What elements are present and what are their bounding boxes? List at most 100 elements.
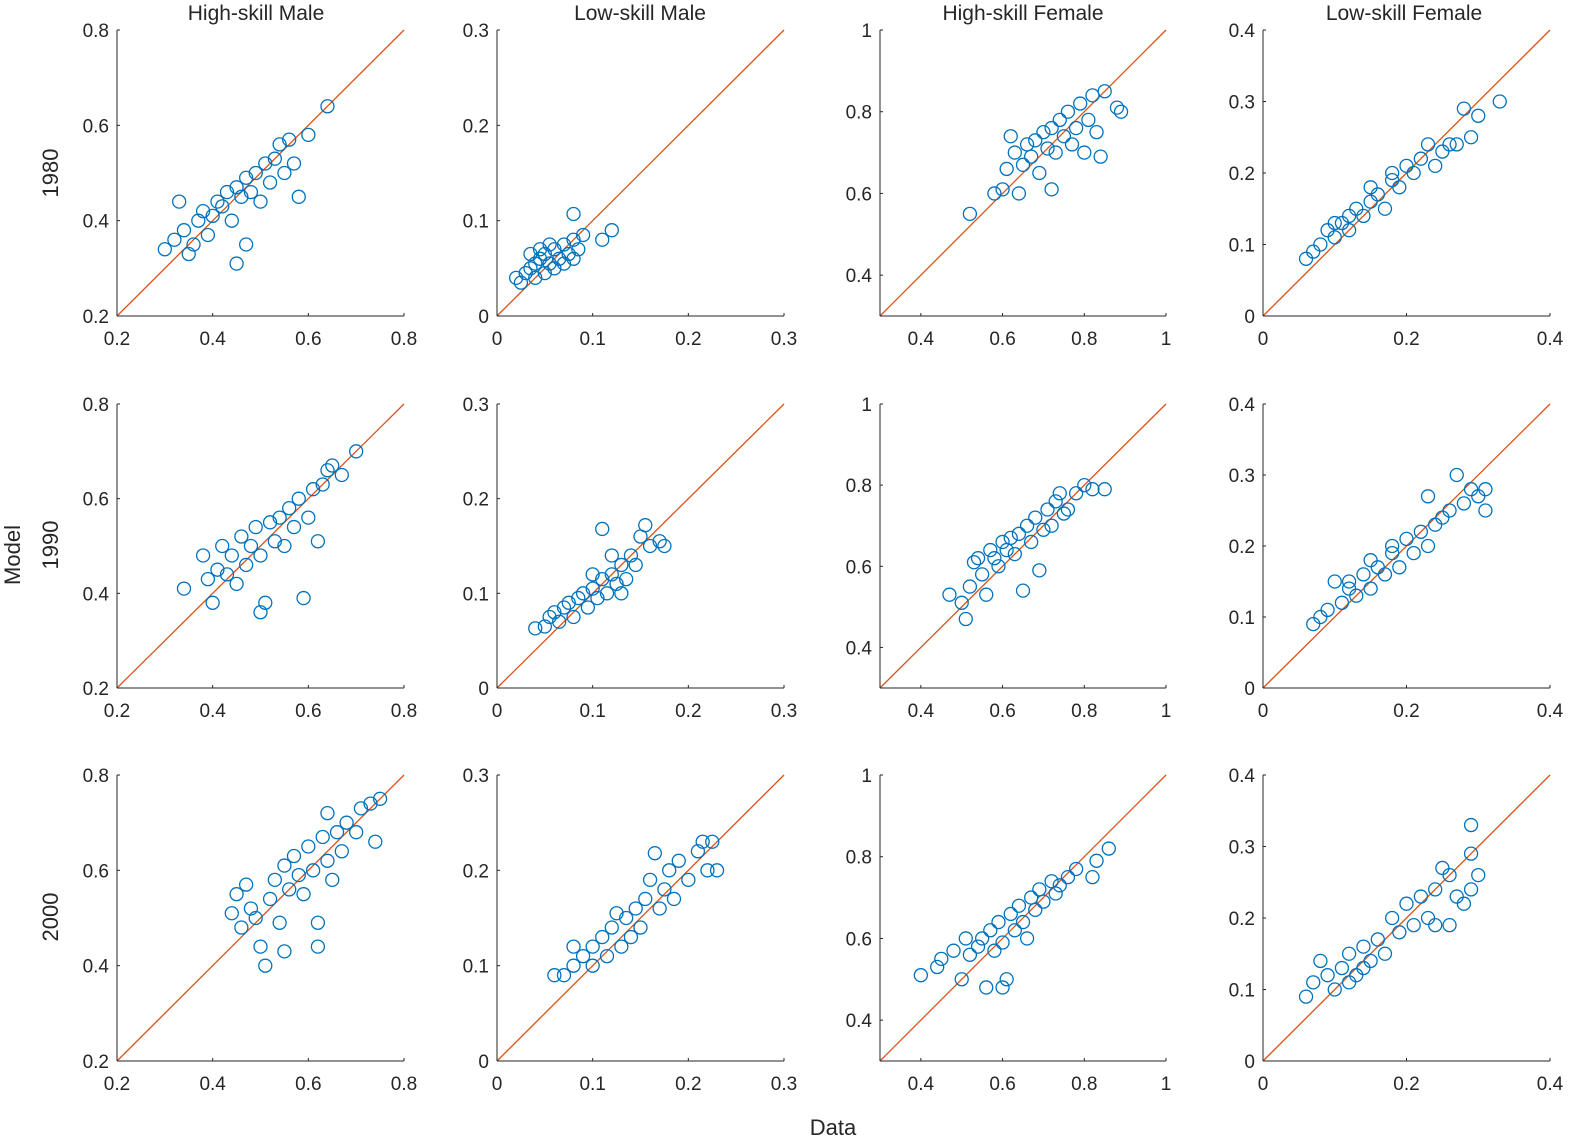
panel-2000-c2-point xyxy=(633,920,648,935)
panel-1980-c1-point xyxy=(248,165,263,181)
panel-1990-c2-y-tick-label: 0.2 xyxy=(463,490,489,511)
panel-2000-c2-point xyxy=(585,958,600,973)
panel-2000-c1-point xyxy=(272,915,287,930)
panel-1990-c1-point xyxy=(267,534,283,549)
panel-2000-c3-point xyxy=(958,931,973,946)
panel-2000-c2-point xyxy=(700,863,715,878)
panel-1980-c2-point xyxy=(566,206,581,222)
panel-1990-c1-point xyxy=(272,510,287,525)
panel-1980-c3-point xyxy=(1085,88,1100,103)
panel-1990-c3-point xyxy=(1048,494,1063,509)
panel-2000-c1-point xyxy=(258,958,273,973)
panel-1980-c2-point xyxy=(556,256,572,271)
panel-1980-c2-point xyxy=(537,265,552,281)
panel-1990-c4-point xyxy=(1399,531,1414,547)
panel-2000-c4-point xyxy=(1420,910,1436,926)
panel-2000-c1-point xyxy=(305,863,321,878)
panel-1990-c1-point xyxy=(334,467,349,483)
panel-2000-c2-point xyxy=(638,891,653,907)
panel-1990-c4-point xyxy=(1428,517,1443,532)
panel-2000-c1-point xyxy=(253,939,268,954)
panel-1980-c4-point xyxy=(1385,165,1400,181)
panel-2000-c2: 0 0.1 0.2 0.3 0 0.1 0.2 0.3 xyxy=(463,766,798,1095)
panel-2000-c4-point xyxy=(1463,817,1479,833)
panel-1980-c3-point xyxy=(995,182,1010,197)
panel-2000-c2-point xyxy=(556,968,572,983)
panel-2000-c1-point xyxy=(224,906,239,921)
panel-1980-c3-x-tick-label: 1 xyxy=(1161,329,1172,350)
panel-1980-c1-point xyxy=(200,227,216,243)
panel-2000-c3-y-tick-label: 1 xyxy=(861,766,872,787)
panel-2000-c1-point xyxy=(320,853,335,868)
panel-2000-c2-point xyxy=(599,948,615,964)
x-axis-label: Data xyxy=(810,1115,857,1140)
panel-1980-c3-reference-line xyxy=(879,29,1167,317)
panel-1990-c2-point xyxy=(566,609,581,625)
panel-1980-c2-y-tick-label: 0.2 xyxy=(463,116,489,137)
panel-2000-c4-point xyxy=(1463,882,1479,897)
panel-2000-c4-point xyxy=(1313,953,1328,969)
panel-1980-c2-point xyxy=(523,246,538,262)
panel-1980-c2-point xyxy=(556,237,572,252)
panel-1980-c4-point xyxy=(1327,215,1342,231)
panel-1990-c4-point xyxy=(1363,581,1378,596)
panel-1980-c4-point xyxy=(1341,208,1357,224)
panel-1990-c3-point xyxy=(942,587,957,602)
panel-1980-c3-point xyxy=(1048,145,1063,160)
panel-2000-c2-point xyxy=(657,882,672,897)
panel-2000-c3-y-tick-label: 0.8 xyxy=(846,848,872,869)
panel-2000-c2-x-tick-label: 0.3 xyxy=(771,1074,797,1095)
panel-1980-c4-y-tick-label: 0 xyxy=(1244,307,1255,328)
panel-2000-c3-point xyxy=(970,939,986,954)
panel-1990-c4-y-tick-label: 0.1 xyxy=(1229,608,1255,629)
panel-1990-c4-point xyxy=(1341,574,1357,589)
panel-2000-c1-point xyxy=(301,839,316,854)
panel-2000-c4-y-tick-label: 0 xyxy=(1244,1052,1255,1073)
panel-1980-c3-point xyxy=(1007,145,1022,160)
panel-2000-c3-point xyxy=(930,959,945,975)
panel-1980-c2-point xyxy=(561,246,576,262)
panel-2000-c2-point xyxy=(652,901,667,916)
panel-1980-c2-point xyxy=(547,261,562,276)
panel-2000-c1-point xyxy=(262,891,278,907)
panel-1980-c3-point xyxy=(1044,120,1059,136)
panel-2000-c4-point xyxy=(1392,925,1407,940)
panel-1980-c4-point xyxy=(1306,244,1321,259)
panel-1990-c3-point xyxy=(954,595,969,610)
panel-1990-c4-point xyxy=(1349,588,1364,603)
panel-2000-c4-point xyxy=(1356,960,1371,976)
panel-2000-c2-point xyxy=(681,872,696,888)
panel-2000-c1: 0.2 0.4 0.6 0.8 0.2 0.4 0.6 0.8 xyxy=(83,766,418,1095)
panel-1980-c1-reference-line xyxy=(116,29,405,317)
panel-2000-c2-y-tick-label: 0.3 xyxy=(463,766,489,787)
panel-1990-c4-point xyxy=(1320,602,1335,618)
panel-2000-c4-point xyxy=(1341,975,1357,990)
panel-1980-c3-point xyxy=(1113,104,1129,119)
panel-2000-c1-x-tick-label: 0.2 xyxy=(104,1074,130,1095)
panel-2000-c4-reference-line xyxy=(1262,774,1551,1062)
panel-1980-c1-y-tick-label: 0.6 xyxy=(83,116,109,137)
panel-2000-c3-point xyxy=(954,972,969,987)
panel-2000-c3-point xyxy=(1101,841,1116,856)
panel-1990-c3-y-tick-label: 1 xyxy=(861,395,872,416)
panel-1990-c4-point xyxy=(1442,503,1457,518)
panel-1990-c3-point xyxy=(1019,518,1035,533)
panel-1990-c4-point xyxy=(1356,567,1371,582)
panel-1990-c1-point xyxy=(234,529,249,544)
row-label-1980: 1980 xyxy=(38,149,63,198)
panel-1980-c2-point xyxy=(542,237,557,252)
panel-1980-c2-point xyxy=(528,270,543,286)
panel-1980-c1-y-tick-label: 0.8 xyxy=(83,21,109,42)
panel-1980-c2-point xyxy=(604,223,619,238)
panel-2000-c2-point xyxy=(609,906,624,921)
panel-1980-c1-point xyxy=(224,213,239,228)
panel-1990-c2-point xyxy=(571,590,586,606)
panel-2000-c2-point xyxy=(604,920,619,935)
panel-2000-c3-point xyxy=(1085,869,1100,885)
panel-2000-c3-point xyxy=(1048,886,1063,901)
panel-1990-c2-point xyxy=(619,571,634,587)
panel-2000-c1-x-tick-label: 0.6 xyxy=(295,1074,321,1095)
panel-1980-c4-point xyxy=(1399,158,1414,174)
panel-2000-c2-point xyxy=(585,939,600,954)
panel-1990-c3-reference-line xyxy=(879,403,1167,689)
